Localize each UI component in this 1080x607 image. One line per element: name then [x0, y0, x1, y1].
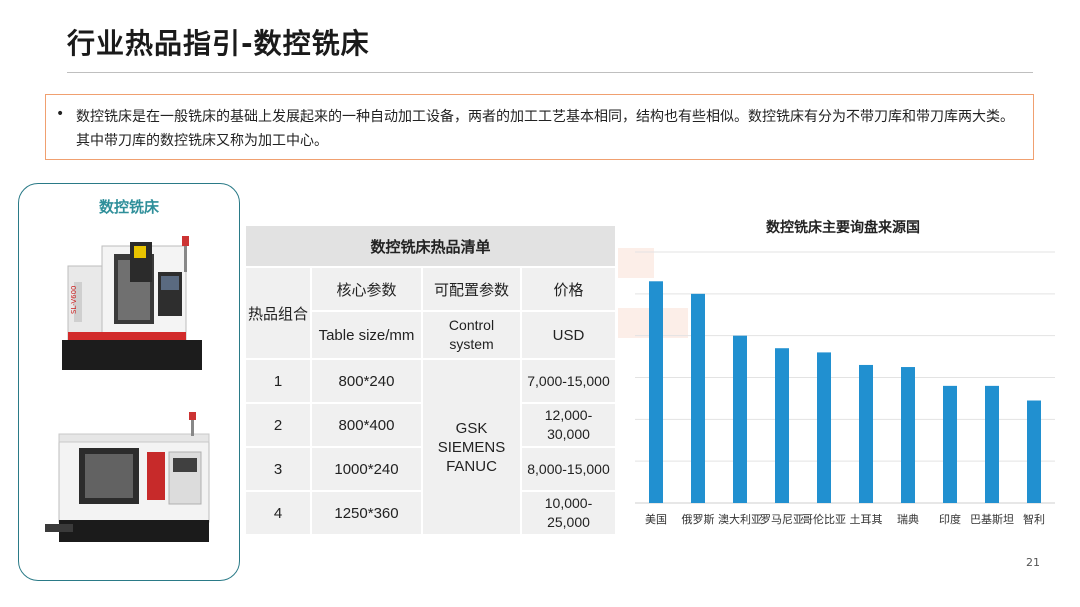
row-id: 2 [244, 402, 312, 448]
bar [985, 385, 999, 503]
bar [649, 281, 663, 503]
price-range: 12,000-30,000 [520, 402, 617, 448]
group-header: 热品组合 [244, 266, 312, 360]
bar [733, 335, 747, 503]
machine-model-label: SL-V600 [70, 286, 78, 315]
page-title: 行业热品指引-数控铣床 [67, 27, 370, 60]
bar [775, 348, 789, 503]
bar [691, 293, 705, 503]
bar [859, 364, 873, 503]
column-header: 核心参数 [310, 266, 423, 312]
bar [1027, 400, 1041, 503]
x-tick-label: 俄罗斯 [682, 513, 715, 526]
x-tick-label: 智利 [1023, 512, 1045, 526]
table-size: 800*240 [310, 358, 423, 404]
table-size: 1000*240 [310, 446, 423, 492]
table-caption: 数控铣床热品清单 [244, 224, 617, 268]
column-header: 价格 [520, 266, 617, 312]
x-tick-label: 美国 [645, 513, 667, 526]
table-size: 800*400 [310, 402, 423, 448]
column-subheader: USD [520, 310, 617, 360]
chart-title: 数控铣床主要询盘来源国 [766, 220, 920, 236]
intro-note: • 数控铣床是在一般铣床的基础上发展起来的一种自动加工设备，两者的加工工艺基本相… [45, 94, 1034, 160]
bullet-icon: • [56, 106, 65, 122]
x-tick-label: 土耳其 [850, 513, 883, 526]
bar [901, 367, 915, 503]
x-tick-label: 澳大利亚 [718, 512, 762, 526]
price-range: 10,000-25,000 [520, 490, 617, 536]
vertical-mill-image: SL-V600 [62, 236, 202, 370]
x-tick-label: 瑞典 [897, 512, 919, 526]
row-id: 1 [244, 358, 312, 404]
control-systems: GSK SIEMENS FANUC [421, 358, 522, 536]
bar [943, 385, 957, 503]
price-range: 8,000-15,000 [520, 446, 617, 492]
x-tick-label: 哥伦比亚 [802, 512, 846, 526]
table-row: 3 1000*240 8,000-15,000 [244, 446, 617, 492]
x-tick-label: 罗马尼亚 [760, 513, 804, 526]
column-header: 可配置参数 [421, 266, 522, 312]
table-row: 4 1250*360 10,000-25,000 [244, 490, 617, 536]
row-id: 3 [244, 446, 312, 492]
table-row: 2 800*400 12,000-30,000 [244, 402, 617, 448]
column-subheader: Control system [421, 310, 522, 360]
product-card-title: 数控铣床 [98, 198, 159, 216]
x-tick-label: 印度 [939, 512, 961, 526]
row-id: 4 [244, 490, 312, 536]
hot-products-table: 数控铣床热品清单 热品组合 核心参数 可配置参数 价格 Table size/m… [244, 224, 617, 536]
title-divider [67, 72, 1033, 73]
column-subheader: Table size/mm [310, 310, 423, 360]
table-row: 1 800*240 GSK SIEMENS FANUC 7,000-15,000 [244, 358, 617, 536]
product-card: 数控铣床 SL-V600 [18, 183, 240, 581]
page-number: 21 [1026, 556, 1040, 569]
bar [817, 352, 831, 503]
table-size: 1250*360 [310, 490, 423, 536]
machining-center-image [45, 412, 210, 542]
x-tick-label: 巴基斯坦 [970, 512, 1014, 526]
price-range: 7,000-15,000 [520, 358, 617, 404]
intro-note-text: 数控铣床是在一般铣床的基础上发展起来的一种自动加工设备，两者的加工工艺基本相同，… [76, 109, 1014, 149]
